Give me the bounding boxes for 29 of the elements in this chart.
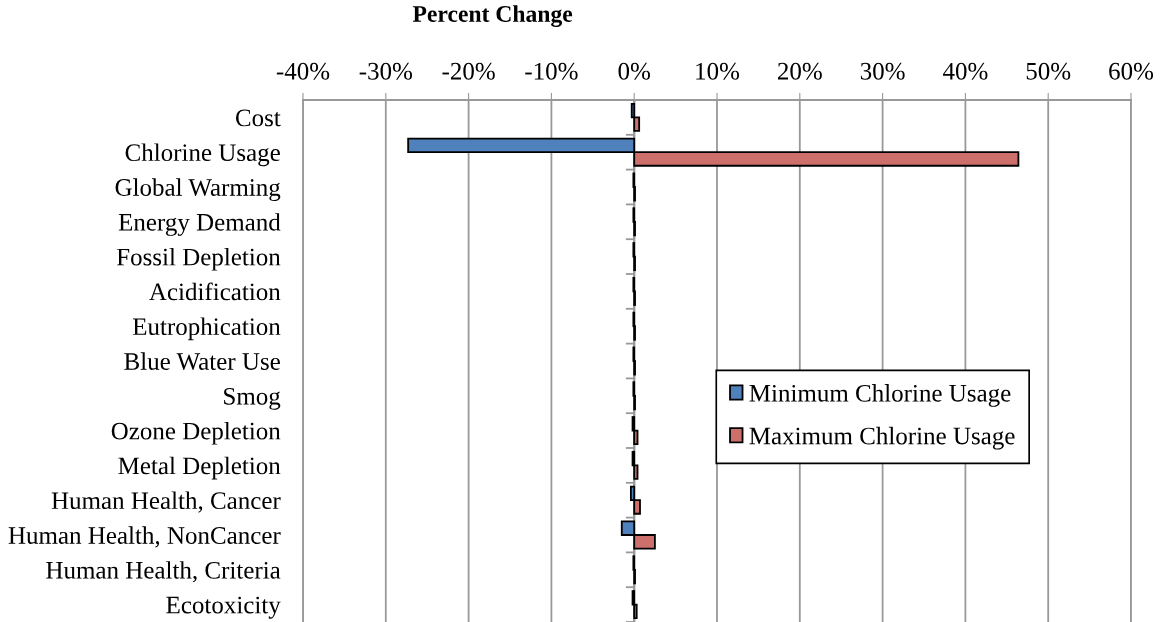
- x-tick-label: 20%: [777, 62, 822, 80]
- y-tick-label: Cost: [235, 109, 281, 127]
- y-tick-label: Eutrophication: [132, 317, 281, 341]
- y-tick-label: Human Health, Cancer: [51, 491, 281, 513]
- x-tick-label: 40%: [942, 62, 988, 80]
- legend-label: Minimum Chlorine Usage: [749, 384, 1011, 407]
- x-axis-title: Percent Change: [412, 5, 573, 27]
- x-tick-label: 50%: [1026, 62, 1071, 80]
- x-tick-label: -20%: [442, 62, 495, 80]
- x-tick-label: -40%: [276, 62, 330, 80]
- y-tick-label: Chlorine Usage: [125, 143, 280, 167]
- y-tick-label: Blue Water Use: [124, 352, 280, 371]
- y-tick-label: Ozone Depletion: [111, 421, 281, 445]
- y-tick-label: Smog: [224, 387, 281, 410]
- x-tick-label: 10%: [696, 62, 740, 80]
- legend-label: Maximum Chlorine Usage: [749, 426, 1015, 450]
- y-tick-label: Human Health, Criteria: [46, 561, 281, 583]
- y-tick-label: Ecotoxicity: [166, 596, 281, 619]
- y-tick-label: Metal Depletion: [118, 456, 281, 480]
- x-tick-label: -30%: [359, 62, 413, 80]
- x-tick-label: -10%: [525, 62, 578, 80]
- x-tick-label: 30%: [860, 62, 905, 80]
- y-tick-label: Energy Demand: [118, 213, 281, 236]
- y-tick-label: Fossil Depletion: [116, 247, 281, 271]
- y-tick-label: Acidification: [149, 282, 281, 301]
- x-tick-label: 0%: [618, 62, 651, 80]
- x-tick-label: 60%: [1109, 62, 1154, 80]
- y-tick-label: Global Warming: [115, 178, 281, 202]
- y-tick-label: Human Health, NonCancer: [8, 526, 281, 548]
